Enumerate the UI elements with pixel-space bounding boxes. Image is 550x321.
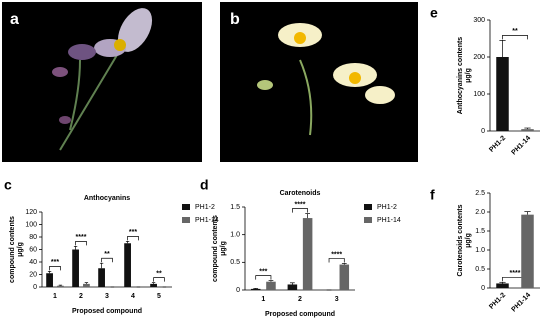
significance-label: ** [104, 251, 110, 258]
y-axis-label: compound contents [212, 215, 219, 282]
bar [496, 57, 509, 131]
photo-a [2, 2, 202, 162]
bar [339, 264, 350, 290]
legend-label: PH1-2 [195, 204, 215, 211]
bar [150, 283, 157, 287]
significance-label: *** [51, 259, 59, 266]
y-tick-label: 80 [29, 234, 37, 241]
x-tick-label: 3 [335, 296, 339, 303]
y-tick-label: 1.0 [475, 247, 485, 254]
significance-label: ** [512, 28, 518, 35]
significance-bracket [502, 35, 528, 40]
bar [266, 281, 276, 290]
significance-label: **** [76, 234, 87, 241]
x-tick-label: PH1-2 [488, 135, 507, 154]
x-tick-label: PH1-2 [488, 292, 507, 311]
flower-b [257, 23, 395, 136]
x-tick-label: 2 [298, 296, 302, 303]
significance-label: **** [295, 201, 306, 208]
significance-bracket [127, 236, 139, 241]
significance-label: ** [156, 270, 162, 277]
significance-label: *** [259, 268, 267, 275]
bar [302, 218, 313, 290]
significance-bracket [153, 277, 165, 282]
x-axis-label: Proposed compound [265, 311, 335, 318]
bar [46, 273, 53, 287]
significance-label: **** [510, 270, 521, 277]
x-tick-label: PH1-14 [510, 135, 532, 157]
y-tick-label: 100 [25, 221, 37, 228]
panel-label: c [4, 177, 12, 193]
y-tick-label: 0 [236, 287, 240, 294]
y-tick-label: 0.5 [475, 266, 485, 273]
y-axis-label: compound contents [9, 216, 16, 283]
significance-bracket [255, 275, 272, 280]
y-tick-label: 2.5 [475, 190, 485, 197]
significance-label: **** [331, 251, 342, 258]
x-tick-label: PH1-14 [510, 292, 532, 314]
bar [496, 283, 509, 288]
legend-swatch [364, 204, 372, 210]
y-tick-label: 0.5 [230, 259, 240, 266]
flower-a [52, 8, 153, 151]
y-tick-label: 0 [481, 128, 485, 135]
significance-bracket [292, 208, 308, 213]
x-tick-label: 3 [105, 293, 109, 300]
bar [83, 283, 90, 287]
significance-bracket [49, 266, 61, 271]
y-axis-label: Anthocyanins contents [457, 37, 464, 115]
photo-b [220, 2, 418, 162]
y-tick-label: 300 [473, 17, 485, 24]
y-tick-label: 1.0 [230, 232, 240, 239]
y-tick-label: 2.0 [475, 209, 485, 216]
y-tick-label: 1.5 [230, 204, 240, 211]
y-axis-unit: μg/g [465, 233, 472, 248]
bar [287, 284, 298, 290]
y-axis-unit: μg/g [17, 242, 24, 257]
bar [72, 249, 79, 287]
y-tick-label: 1.5 [475, 228, 485, 235]
panel-label: f [430, 187, 435, 203]
chart-title: Anthocyanins [84, 195, 130, 202]
y-tick-label: 40 [29, 259, 37, 266]
x-axis-label: Proposed compound [72, 308, 142, 315]
x-tick-label: 1 [261, 296, 265, 303]
legend-label: PH1-14 [195, 217, 219, 224]
y-tick-label: 200 [473, 54, 485, 61]
y-axis-unit: μg/g [465, 68, 472, 83]
panel-label: d [200, 177, 209, 193]
bar [521, 129, 534, 131]
y-tick-label: 0 [481, 285, 485, 292]
significance-bracket [101, 257, 113, 263]
legend-swatch [182, 217, 190, 223]
x-tick-label: 4 [131, 293, 135, 300]
legend-swatch [182, 204, 190, 210]
y-tick-label: 60 [29, 246, 37, 253]
y-tick-label: 0 [33, 284, 37, 291]
panel-label: e [430, 5, 438, 21]
bar [98, 268, 105, 287]
x-tick-label: 2 [79, 293, 83, 300]
y-tick-label: 100 [473, 91, 485, 98]
bar [124, 243, 131, 287]
y-tick-label: 120 [25, 209, 37, 216]
legend-label: PH1-14 [377, 217, 401, 224]
legend-swatch [364, 217, 372, 223]
x-tick-label: 5 [157, 293, 161, 300]
y-axis-unit: μg/g [220, 241, 227, 256]
significance-bracket [75, 241, 87, 246]
significance-label: *** [129, 229, 137, 236]
legend-label: PH1-2 [377, 204, 397, 211]
x-tick-label: 1 [53, 293, 57, 300]
bar [57, 285, 64, 287]
bar [250, 288, 261, 290]
significance-bracket [328, 258, 345, 263]
bar [521, 214, 534, 288]
chart-title: Carotenoids [280, 190, 321, 197]
y-axis-label: Carotenoids contents [457, 204, 464, 276]
panel-label: a [10, 11, 19, 28]
y-tick-label: 20 [29, 271, 37, 278]
panel-label: b [230, 11, 240, 28]
